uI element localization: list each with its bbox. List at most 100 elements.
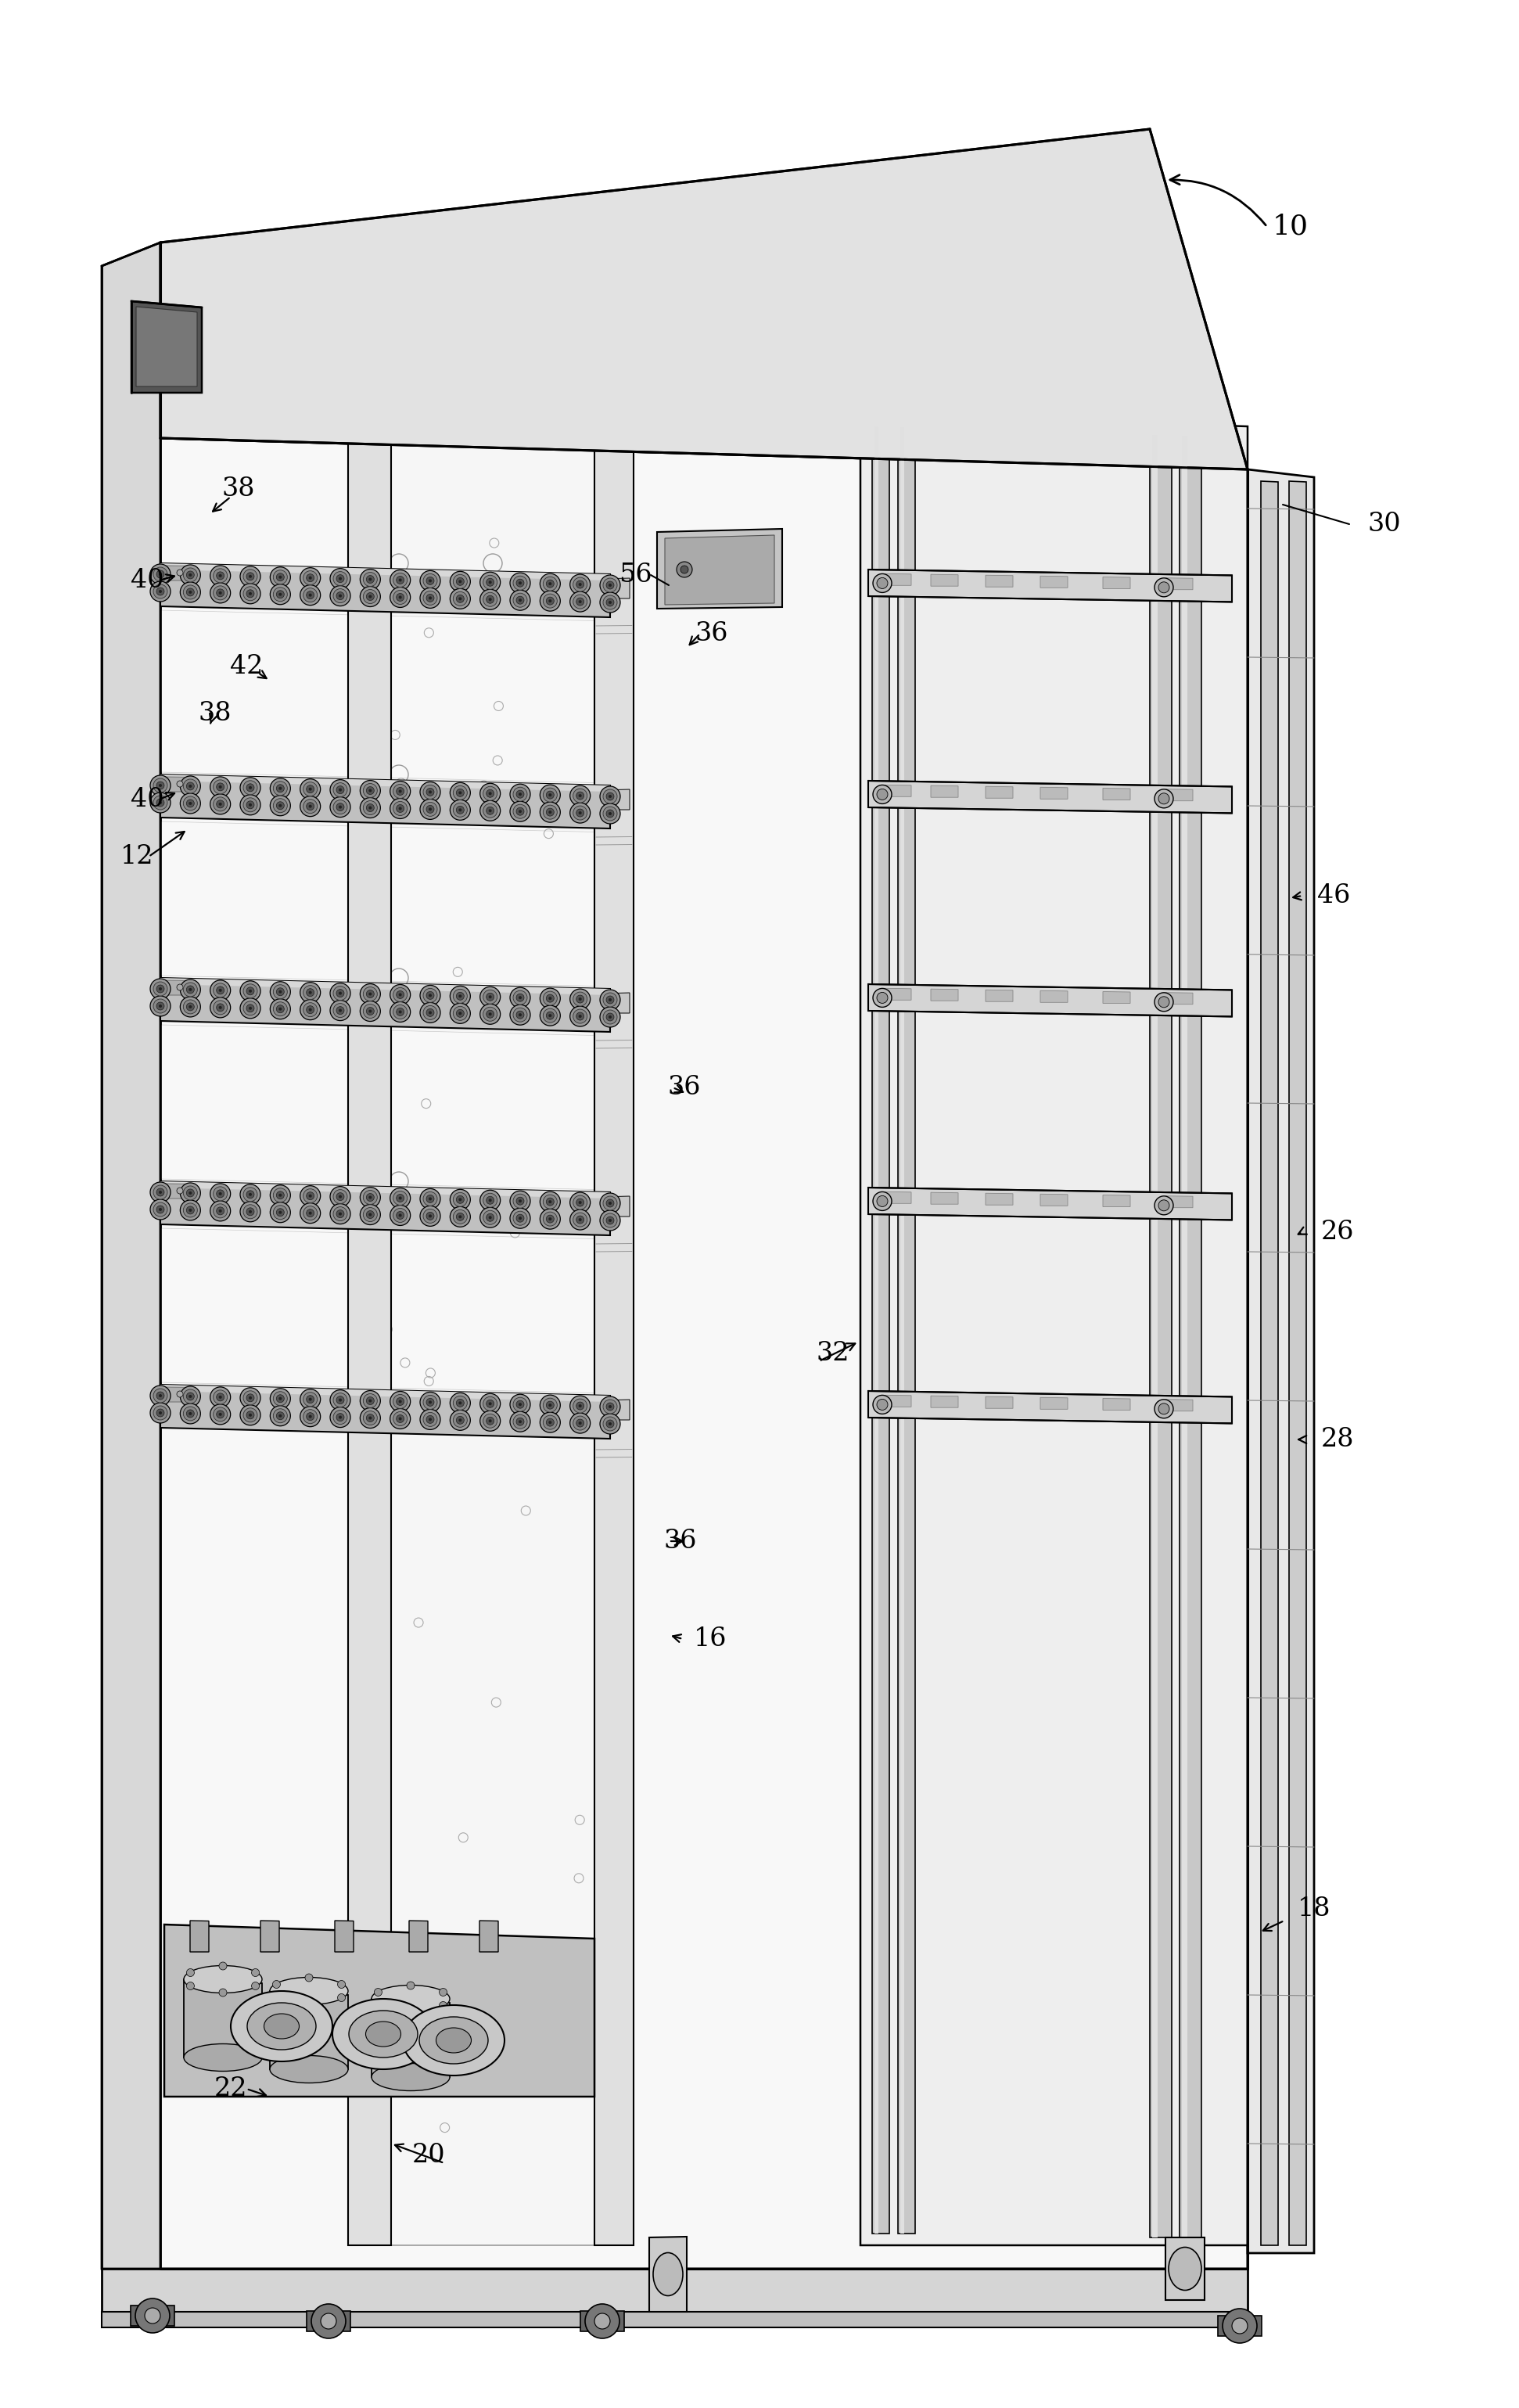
Circle shape — [424, 987, 437, 1002]
Polygon shape — [1165, 578, 1192, 590]
Circle shape — [213, 780, 228, 795]
Circle shape — [459, 580, 462, 583]
Circle shape — [573, 992, 588, 1007]
Circle shape — [486, 1399, 494, 1409]
Circle shape — [278, 1007, 283, 1011]
Circle shape — [428, 995, 431, 997]
Ellipse shape — [366, 2023, 401, 2047]
Circle shape — [518, 792, 521, 795]
Circle shape — [544, 1416, 557, 1430]
Circle shape — [156, 985, 164, 992]
Circle shape — [363, 783, 377, 797]
Circle shape — [427, 992, 434, 999]
Text: 38: 38 — [222, 477, 255, 501]
Polygon shape — [164, 778, 196, 792]
Circle shape — [187, 1190, 194, 1197]
Circle shape — [187, 1970, 194, 1977]
Circle shape — [246, 590, 254, 597]
Circle shape — [249, 1007, 252, 1009]
Circle shape — [336, 1007, 345, 1014]
Circle shape — [489, 580, 492, 583]
Circle shape — [390, 985, 410, 1004]
Circle shape — [456, 1197, 465, 1204]
Circle shape — [516, 578, 524, 588]
Circle shape — [278, 787, 283, 790]
Circle shape — [453, 1209, 468, 1223]
Circle shape — [609, 583, 612, 588]
Circle shape — [873, 1394, 892, 1413]
Circle shape — [398, 992, 403, 997]
Circle shape — [576, 1216, 583, 1223]
Text: 40: 40 — [131, 787, 164, 811]
Circle shape — [213, 1389, 228, 1404]
Circle shape — [210, 566, 231, 585]
Circle shape — [369, 1416, 372, 1421]
Circle shape — [213, 999, 228, 1014]
Circle shape — [459, 809, 462, 811]
Circle shape — [606, 600, 614, 607]
Circle shape — [307, 592, 314, 600]
Circle shape — [518, 1216, 521, 1221]
Circle shape — [398, 1418, 403, 1421]
Circle shape — [876, 1197, 887, 1206]
Circle shape — [187, 1409, 194, 1418]
Circle shape — [187, 588, 194, 597]
Circle shape — [390, 571, 410, 590]
Circle shape — [489, 1216, 492, 1218]
Circle shape — [273, 799, 287, 811]
Polygon shape — [598, 1399, 630, 1421]
Circle shape — [363, 802, 377, 814]
Circle shape — [210, 795, 231, 814]
Circle shape — [421, 1409, 441, 1430]
Circle shape — [428, 1197, 431, 1202]
Text: 26: 26 — [1322, 1218, 1353, 1245]
Circle shape — [278, 804, 283, 807]
Circle shape — [570, 1397, 591, 1416]
Circle shape — [243, 780, 257, 795]
Circle shape — [240, 795, 260, 814]
Circle shape — [213, 982, 228, 997]
Circle shape — [428, 1401, 431, 1404]
Circle shape — [480, 573, 500, 592]
Circle shape — [390, 780, 410, 802]
Polygon shape — [161, 1182, 611, 1235]
Text: 10: 10 — [1273, 214, 1308, 241]
Circle shape — [486, 595, 494, 604]
Circle shape — [489, 995, 492, 999]
Circle shape — [606, 792, 614, 799]
Circle shape — [513, 990, 527, 1004]
Circle shape — [374, 1989, 383, 1996]
Circle shape — [1159, 1404, 1170, 1413]
Circle shape — [480, 1190, 500, 1211]
Circle shape — [600, 1211, 620, 1230]
Circle shape — [153, 999, 167, 1014]
Circle shape — [539, 802, 561, 821]
Circle shape — [249, 1397, 252, 1399]
Circle shape — [159, 590, 163, 592]
Circle shape — [243, 1409, 257, 1423]
Circle shape — [308, 804, 311, 807]
Circle shape — [608, 585, 615, 592]
Circle shape — [573, 1009, 588, 1023]
Circle shape — [450, 783, 471, 802]
Ellipse shape — [349, 2011, 418, 2056]
Circle shape — [188, 1394, 191, 1399]
Circle shape — [548, 1421, 551, 1423]
Circle shape — [308, 1211, 311, 1214]
Circle shape — [369, 790, 372, 792]
Circle shape — [270, 778, 290, 799]
Circle shape — [159, 987, 163, 990]
Circle shape — [159, 1394, 163, 1397]
Circle shape — [547, 809, 554, 816]
Circle shape — [219, 592, 222, 595]
Polygon shape — [1041, 787, 1068, 799]
Circle shape — [184, 1389, 197, 1404]
Circle shape — [240, 778, 260, 797]
Circle shape — [210, 583, 231, 602]
Polygon shape — [860, 414, 1247, 2244]
Circle shape — [153, 585, 167, 600]
Circle shape — [570, 1007, 591, 1026]
Circle shape — [396, 1194, 404, 1202]
Circle shape — [243, 568, 257, 583]
Circle shape — [544, 787, 557, 802]
